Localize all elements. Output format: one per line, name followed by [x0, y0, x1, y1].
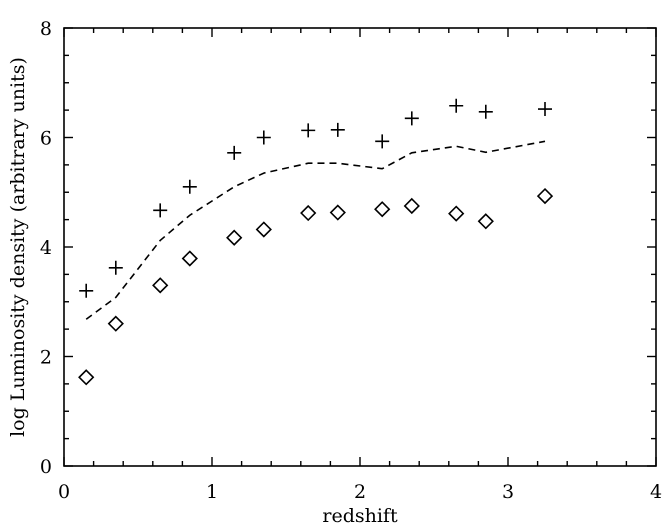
plus-marker — [79, 283, 94, 298]
dashed-line-series — [85, 140, 546, 320]
axis-ticks — [63, 27, 657, 467]
diamond-marker — [181, 250, 198, 267]
diamond-marker — [536, 187, 554, 205]
plus-marker — [375, 134, 390, 149]
diamond-marker — [255, 221, 272, 238]
plus-marker — [256, 130, 271, 145]
x-axis-title: redshift — [322, 505, 398, 527]
tick-labels: 0 1 2 3 4 0 2 4 6 8 — [40, 18, 662, 503]
y-tick-label: 4 — [40, 237, 52, 259]
plus-marker — [330, 122, 345, 137]
diamond-marker — [78, 369, 95, 386]
y-tick-label: 6 — [40, 128, 52, 150]
plus-marker — [449, 98, 464, 113]
diamond-marker — [226, 229, 243, 246]
diamond-marker — [329, 204, 346, 221]
plus-marker — [404, 111, 419, 126]
data-marks — [78, 98, 554, 386]
plus-marker — [538, 102, 552, 117]
diamond-marker — [152, 277, 169, 294]
x-tick-label: 2 — [354, 481, 366, 503]
plus-marker — [478, 104, 493, 119]
x-tick-label: 0 — [58, 481, 70, 503]
y-tick-label: 8 — [40, 18, 52, 40]
x-tick-label: 4 — [650, 481, 662, 503]
plus-marker — [182, 179, 197, 194]
x-tick-label: 3 — [502, 481, 514, 503]
diamond-marker — [300, 204, 317, 222]
y-tick-label: 2 — [40, 347, 52, 369]
diamond-marker — [107, 315, 124, 332]
diamond-marker — [374, 201, 391, 218]
plot-frame — [63, 27, 657, 467]
plus-marker — [227, 145, 242, 160]
diamond-marker — [403, 197, 420, 215]
plus-marker — [301, 123, 316, 138]
x-tick-label: 1 — [206, 481, 218, 503]
plus-marker — [153, 203, 168, 218]
plus-marker — [108, 260, 123, 275]
diamond-marker — [477, 213, 494, 230]
y-tick-label: 0 — [40, 456, 52, 478]
diamond-marker — [448, 205, 465, 222]
y-axis-title: log Luminosity density (arbitrary units) — [7, 57, 29, 437]
